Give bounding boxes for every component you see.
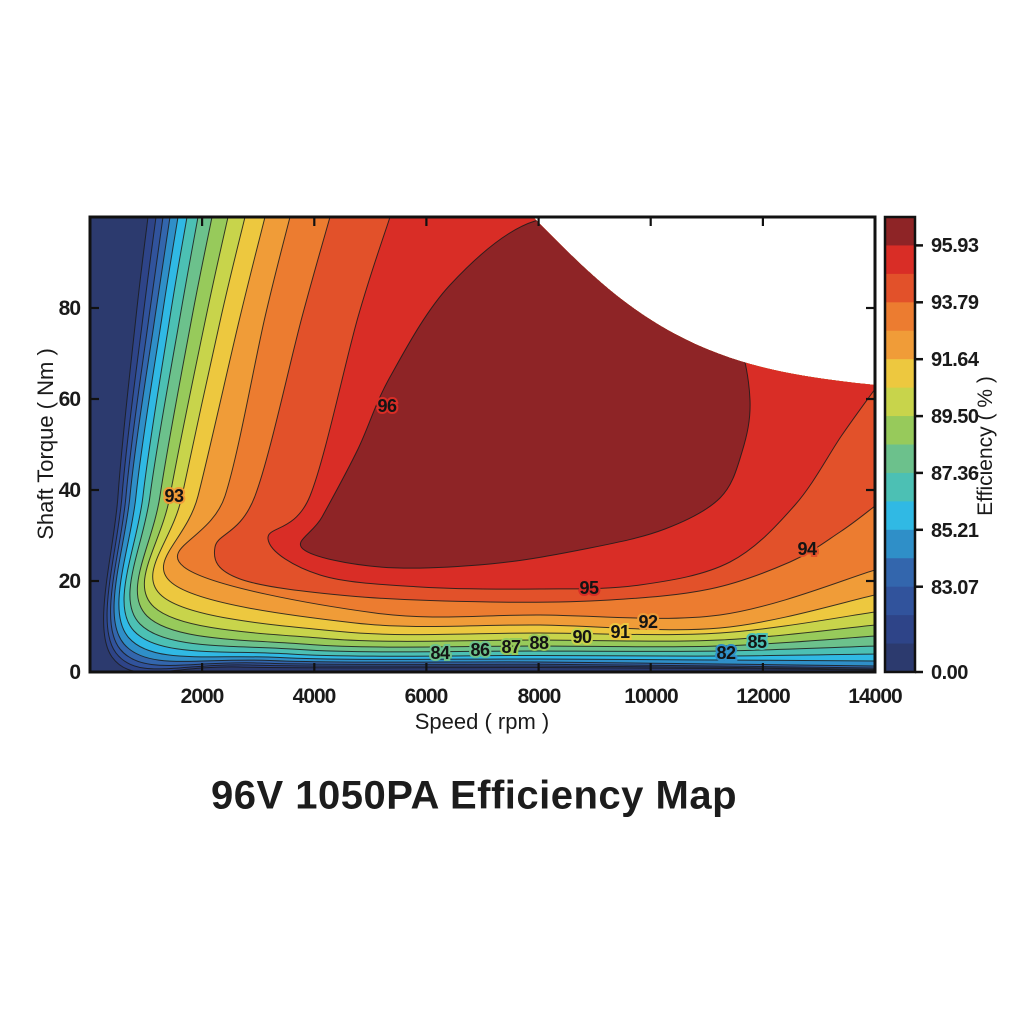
colorbar-tick-label: 87.36 [931, 463, 979, 485]
colorbar-segment [885, 330, 915, 360]
colorbar: 95.93 93.79 91.64 89.50 87.36 85.21 83.07 0.00 [883, 215, 980, 684]
colorbar-segment [885, 643, 915, 673]
y-tick-label: 60 [59, 388, 81, 411]
colorbar-segment [885, 586, 915, 616]
x-tick-label: 6000 [405, 685, 448, 708]
x-tick-label: 8000 [518, 685, 561, 708]
x-axis-label: Speed ( rpm ) [414, 709, 550, 734]
x-tick-label: 2000 [181, 685, 224, 708]
y-axis-label: Shaft Torque ( Nm ) [33, 348, 58, 540]
contour-label: 87 [501, 637, 521, 657]
colorbar-segment [885, 387, 915, 417]
plot-frame [88, 215, 877, 674]
y-tick-labels: 0 20 40 60 80 [59, 297, 82, 684]
colorbar-segment [885, 472, 915, 502]
colorbar-tick-label: 89.50 [931, 406, 979, 428]
contour-label: 90 [572, 627, 592, 647]
x-tick-label: 14000 [848, 685, 902, 708]
colorbar-segment [885, 615, 915, 645]
colorbar-axis-label: Efficiency ( % ) [974, 376, 997, 516]
contour-label: 96 [377, 396, 397, 416]
colorbar-segment [885, 529, 915, 559]
plot-area: 96 93 95 94 92 91 90 88 87 86 84 85 82 [88, 215, 877, 674]
contour-label: 88 [529, 633, 549, 653]
contour-label: 85 [747, 632, 767, 652]
colorbar-segment [885, 359, 915, 389]
colorbar-frame [883, 215, 917, 674]
colorbar-segment [885, 245, 915, 275]
contour-label: 92 [638, 612, 658, 632]
axis-ticks [90, 217, 877, 674]
colorbar-tick-label: 93.79 [931, 292, 979, 314]
x-tick-labels: 2000 4000 6000 8000 10000 12000 14000 [181, 685, 903, 708]
contour-labels: 96 93 95 94 92 91 90 88 87 86 84 85 82 [162, 394, 819, 665]
contour-label: 91 [610, 622, 630, 642]
y-tick-label: 80 [59, 297, 81, 320]
chart-title: 96V 1050PA Efficiency Map [210, 773, 738, 818]
colorbar-tick-label: 95.93 [931, 235, 979, 257]
colorbar-segment [885, 217, 915, 246]
colorbar-segment [885, 444, 915, 474]
contour-label: 95 [579, 578, 599, 598]
contour-label: 86 [470, 640, 490, 660]
x-tick-label: 12000 [736, 685, 790, 708]
y-tick-label: 40 [59, 479, 81, 502]
contour-label: 84 [430, 643, 450, 663]
colorbar-tick-label: 91.64 [931, 349, 980, 371]
colorbar-tick-label: 83.07 [931, 577, 979, 599]
contour-label: 94 [797, 539, 817, 559]
colorbar-segment [885, 558, 915, 588]
colorbar-segment [885, 302, 915, 332]
colorbar-tick-label: 85.21 [931, 520, 979, 542]
y-tick-label: 20 [59, 570, 81, 593]
colorbar-tick-label: 0.00 [931, 662, 968, 684]
colorbar-segment [885, 273, 915, 303]
x-tick-label: 10000 [624, 685, 678, 708]
colorbar-segment [885, 501, 915, 531]
y-tick-label: 0 [69, 661, 80, 684]
x-tick-label: 4000 [293, 685, 336, 708]
colorbar-segment [885, 416, 915, 445]
contour-label: 93 [164, 486, 184, 506]
contour-label: 82 [716, 643, 736, 663]
